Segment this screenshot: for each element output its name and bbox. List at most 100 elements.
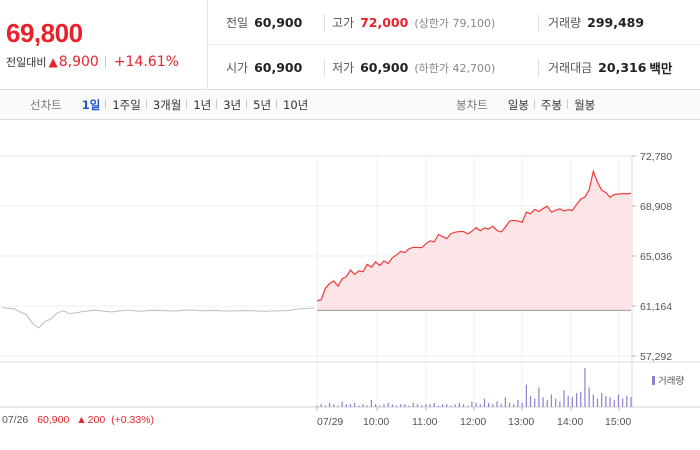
period-10y[interactable]: 10년 [276, 97, 314, 113]
period-3m[interactable]: 3개월 [145, 97, 187, 113]
volume-bar [437, 405, 440, 407]
volume-bar [387, 402, 389, 407]
volume-bar [592, 394, 594, 407]
up-arrow-icon: ▲ [48, 55, 58, 69]
volume-bar [555, 398, 557, 407]
period-1w[interactable]: 1주일 [105, 97, 146, 113]
lower-limit: (하한가 42,700) [414, 61, 496, 75]
volume-bar [488, 402, 490, 407]
volume-bar [479, 404, 481, 407]
price-box: 69,800 전일대비 ▲ 8,900 +14.61% [0, 0, 208, 90]
change-amount: 8,900 [58, 54, 99, 70]
period-5y[interactable]: 5년 [246, 97, 277, 113]
low-price: 저가 60,900 (하한가 42,700) [332, 45, 495, 90]
amount-unit: 백만 [649, 61, 673, 76]
candle-chart-label: 봉차트 [456, 98, 488, 112]
volume-bar [370, 400, 373, 407]
volume-bar [542, 397, 544, 407]
volume-bar [408, 405, 410, 407]
volume-bar [563, 390, 565, 407]
volume-bar [513, 404, 515, 407]
chart-toolbar: 선차트 1일 1주일 3개월 1년 3년 5년 10년 봉차트 일봉 주봉 월봉 [0, 90, 700, 120]
volume-bar [529, 395, 532, 407]
low-label: 저가 [332, 61, 355, 75]
y-tick-label: 65,036 [640, 251, 672, 263]
volume: 거래량 299,489 [548, 0, 644, 45]
volume-bar [580, 391, 582, 407]
x-tick-label: 12:00 [460, 416, 486, 428]
volume-bar [483, 398, 486, 407]
stats-row-2: 시가 60,900 저가 60,900 (하한가 42,700) 거래대금 20… [208, 45, 700, 90]
volume-bar [504, 397, 506, 407]
period-3y[interactable]: 3년 [216, 97, 247, 113]
volume-bar [316, 405, 318, 407]
candle-daily[interactable]: 일봉 [507, 98, 529, 112]
prev-day-info: 07/26 60,900 ▲200 (+0.33%) [2, 414, 154, 426]
open-value: 60,900 [254, 60, 303, 75]
volume-bar [454, 404, 456, 407]
line-chart-periods: 선차트 1일 1주일 3개월 1년 3년 5년 10년 [30, 90, 314, 120]
high-value: 72,000 [360, 15, 409, 30]
volume-bar [433, 402, 435, 407]
volume-bar [412, 402, 414, 407]
volume-bar [550, 394, 553, 407]
candle-weekly[interactable]: 주봉 [533, 97, 568, 113]
x-tick-label: 15:00 [605, 416, 631, 428]
x-tick-label: 07/29 [317, 416, 343, 428]
price-change: 전일대비 ▲ 8,900 +14.61% [6, 54, 179, 70]
price-chart: 72,780 68,908 65,036 61,164 57,292 07/29 10:0… [0, 120, 700, 450]
prev-day-price-line [1, 306, 315, 329]
prev-day-change: 200 [87, 414, 106, 426]
volume-label: 거래량 [548, 16, 582, 30]
volume-bar [404, 404, 406, 407]
quote-header: 69,800 전일대비 ▲ 8,900 +14.61% 전일 60,900 고가… [0, 0, 700, 90]
volume-value: 299,489 [587, 15, 645, 30]
high-label: 고가 [332, 16, 355, 30]
trade-amount: 거래대금 20,316 백만 [548, 45, 672, 90]
volume-legend-label: 거래량 [658, 376, 685, 387]
x-tick-label: 11:00 [412, 416, 438, 428]
prev-day-percent: (+0.33%) [111, 414, 155, 426]
volume-bar [605, 395, 607, 407]
volume-bar [458, 402, 460, 407]
period-1y[interactable]: 1년 [186, 97, 217, 113]
divider [324, 59, 325, 77]
volume-bar [496, 401, 498, 407]
current-price: 69,800 [6, 18, 83, 48]
volume-bar [584, 368, 586, 407]
low-value: 60,900 [360, 60, 409, 75]
volume-bar [525, 384, 527, 407]
period-1d[interactable]: 1일 [81, 98, 101, 112]
prev-day-price: 60,900 [37, 414, 70, 426]
volume-bar [395, 405, 398, 407]
volume-bar [462, 404, 465, 407]
price-chart-svg: 72,780 68,908 65,036 61,164 57,292 07/29 10:0… [0, 151, 700, 428]
volume-bar [508, 402, 511, 407]
volume-bar [383, 404, 385, 407]
prev-day-date: 07/26 [2, 414, 29, 426]
volume-bar [630, 397, 632, 407]
open-label: 시가 [226, 61, 249, 75]
prev-close-value: 60,900 [254, 15, 303, 30]
upper-limit: (상한가 79,100) [414, 16, 496, 30]
volume-legend: 거래량 [652, 373, 684, 387]
volume-bar [517, 400, 519, 407]
volume-bar [442, 404, 444, 407]
volume-bar [567, 395, 569, 407]
volume-bar [626, 395, 628, 407]
divider [104, 56, 106, 68]
volume-bar [337, 405, 339, 407]
volume-bar [534, 398, 536, 407]
volume-bar [345, 404, 347, 407]
line-chart-label: 선차트 [30, 98, 62, 112]
volume-bar [349, 404, 352, 407]
volume-bar [421, 405, 423, 407]
y-tick-label: 57,292 [640, 351, 672, 363]
x-axis-ticks: 07/29 10:00 11:00 12:00 13:00 14:00 15:00 [316, 407, 631, 428]
candle-monthly[interactable]: 월봉 [567, 97, 601, 113]
candle-chart-periods: 봉차트 일봉 주봉 월봉 [456, 90, 601, 120]
volume-bar [324, 405, 326, 407]
volume-bar [609, 397, 611, 407]
volume-bar [538, 387, 540, 407]
volume-bar [328, 402, 331, 407]
